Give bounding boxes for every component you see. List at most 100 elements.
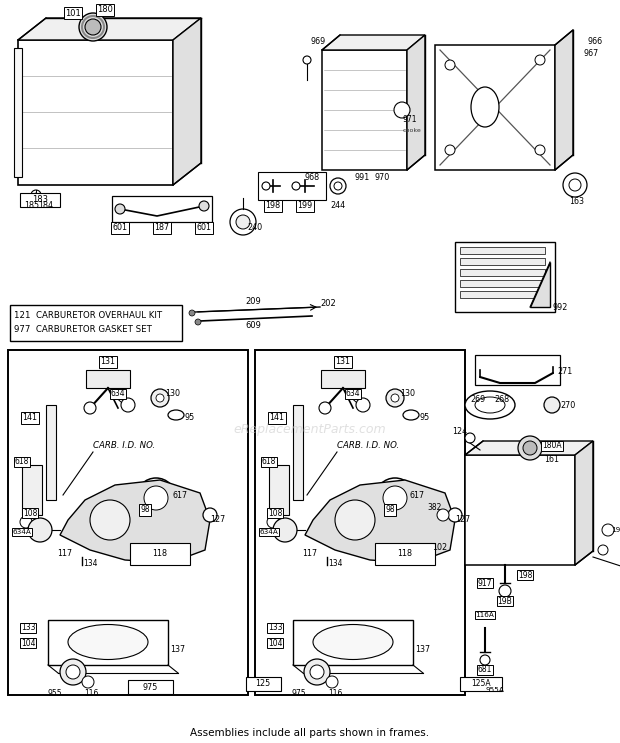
- Text: 202: 202: [320, 299, 336, 308]
- Text: 270: 270: [560, 400, 575, 409]
- Ellipse shape: [475, 397, 505, 413]
- Text: 98: 98: [385, 505, 395, 514]
- Text: CARB. I.D. NO.: CARB. I.D. NO.: [337, 441, 399, 450]
- Text: 617: 617: [409, 492, 425, 501]
- Text: 127: 127: [455, 516, 471, 525]
- Text: 617: 617: [172, 492, 188, 501]
- Circle shape: [569, 179, 581, 191]
- Text: 975: 975: [143, 683, 157, 692]
- Circle shape: [82, 676, 94, 688]
- Circle shape: [319, 402, 331, 414]
- Circle shape: [499, 585, 511, 597]
- Text: 634A: 634A: [12, 529, 32, 535]
- Text: 991: 991: [355, 174, 370, 183]
- Text: 183: 183: [32, 195, 48, 204]
- Circle shape: [28, 518, 52, 542]
- Polygon shape: [18, 18, 201, 40]
- Text: 125A: 125A: [471, 680, 491, 689]
- Bar: [460, 258, 545, 265]
- Circle shape: [356, 398, 370, 412]
- Text: 199: 199: [298, 201, 312, 210]
- Text: 975: 975: [291, 690, 306, 698]
- Circle shape: [203, 508, 217, 522]
- Text: 121  CARBURETOR OVERHAUL KIT: 121 CARBURETOR OVERHAUL KIT: [14, 311, 162, 320]
- Text: 244: 244: [330, 201, 345, 210]
- Circle shape: [391, 394, 399, 402]
- Text: 977  CARBURETOR GASKET SET: 977 CARBURETOR GASKET SET: [14, 325, 152, 334]
- Circle shape: [326, 676, 338, 688]
- Text: CARB. I.D. NO.: CARB. I.D. NO.: [93, 441, 155, 450]
- Circle shape: [445, 145, 455, 155]
- Bar: [460, 291, 545, 298]
- Text: 104: 104: [20, 638, 35, 647]
- Text: 125: 125: [255, 680, 270, 689]
- Bar: [46, 405, 56, 500]
- Ellipse shape: [465, 391, 515, 419]
- Bar: [460, 677, 502, 691]
- Circle shape: [598, 545, 608, 555]
- Text: 116A: 116A: [476, 612, 494, 618]
- Ellipse shape: [168, 410, 184, 420]
- Text: 198: 198: [265, 201, 281, 210]
- Text: 971: 971: [403, 115, 417, 125]
- Circle shape: [448, 508, 462, 522]
- Bar: [22, 465, 42, 515]
- Ellipse shape: [471, 87, 499, 127]
- Circle shape: [84, 402, 96, 414]
- Text: 970: 970: [374, 174, 389, 183]
- Bar: [255, 350, 465, 695]
- Ellipse shape: [68, 625, 148, 660]
- Circle shape: [535, 55, 545, 65]
- Circle shape: [335, 500, 375, 540]
- Text: 601: 601: [197, 224, 211, 233]
- Circle shape: [310, 665, 324, 679]
- Circle shape: [236, 215, 250, 229]
- Text: 108: 108: [268, 508, 282, 518]
- Text: 634: 634: [111, 389, 125, 398]
- Text: 124: 124: [453, 427, 467, 436]
- Circle shape: [136, 478, 176, 518]
- Text: 163: 163: [570, 198, 585, 207]
- Text: 133: 133: [268, 623, 282, 632]
- Circle shape: [121, 398, 135, 412]
- Text: choke: choke: [402, 128, 422, 132]
- Circle shape: [151, 389, 169, 407]
- Circle shape: [230, 209, 256, 235]
- Circle shape: [34, 193, 38, 197]
- Circle shape: [330, 178, 346, 194]
- Circle shape: [199, 201, 209, 211]
- Bar: [460, 269, 545, 276]
- Text: 116: 116: [328, 690, 342, 698]
- Polygon shape: [60, 480, 210, 563]
- Text: 133: 133: [20, 623, 35, 632]
- Text: 681: 681: [478, 666, 492, 675]
- Text: eReplacementParts.com: eReplacementParts.com: [234, 424, 386, 436]
- Bar: [18, 40, 173, 185]
- Text: 618: 618: [262, 458, 276, 467]
- Text: 955A: 955A: [485, 687, 505, 693]
- Text: 141: 141: [22, 414, 37, 423]
- Ellipse shape: [403, 410, 419, 420]
- Text: 98: 98: [140, 505, 150, 514]
- Text: 967: 967: [583, 48, 599, 57]
- Polygon shape: [305, 480, 455, 563]
- Circle shape: [445, 60, 455, 70]
- Bar: [48, 620, 168, 665]
- Text: 966: 966: [587, 36, 603, 45]
- Bar: [128, 680, 173, 694]
- Ellipse shape: [313, 625, 393, 660]
- Circle shape: [437, 509, 449, 521]
- Text: 116: 116: [84, 690, 98, 698]
- Text: 382: 382: [428, 502, 442, 511]
- Circle shape: [195, 319, 201, 325]
- Text: 118: 118: [153, 550, 167, 559]
- Circle shape: [479, 679, 491, 691]
- Circle shape: [60, 659, 86, 685]
- Polygon shape: [555, 30, 573, 170]
- Circle shape: [66, 665, 80, 679]
- Circle shape: [115, 204, 125, 214]
- Circle shape: [386, 389, 404, 407]
- Circle shape: [304, 659, 330, 685]
- Text: 209: 209: [245, 297, 261, 307]
- Bar: [258, 172, 326, 200]
